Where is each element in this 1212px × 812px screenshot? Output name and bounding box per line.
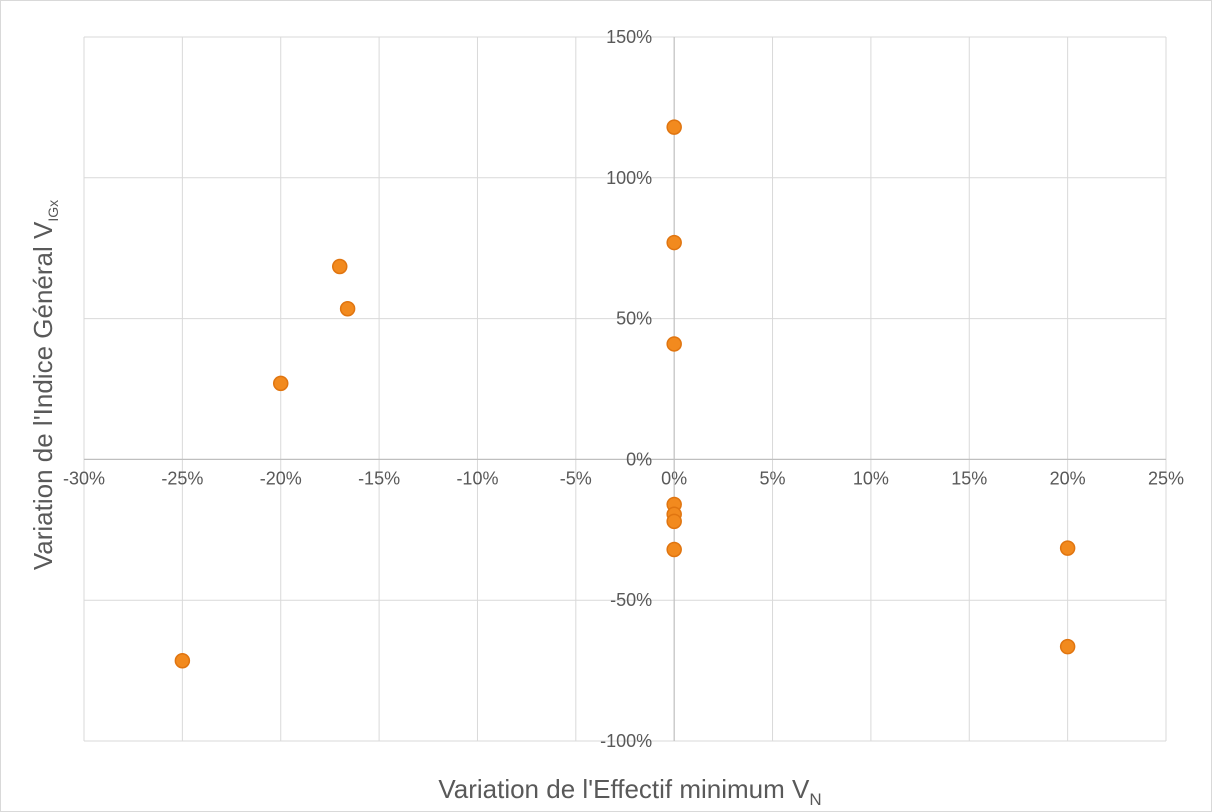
data-point [1059,540,1076,556]
tick-labels: -30% -25% -20% -15% -10% -5% 0% 5% 10% 15% 20% 25% -… [63,27,1184,751]
data-point [339,300,356,317]
x-axis-title-subscript: N [809,790,821,809]
y-tick-label: 0% [626,449,652,469]
y-tick-label: -100% [600,731,652,751]
data-point [666,234,682,251]
y-axis-title-text: Variation de l'Indice Général V [28,221,58,570]
y-axis-title: Variation de l'Indice Général VIGx [28,200,61,570]
y-tick-label: -50% [610,590,652,610]
data-point [174,652,191,669]
data-point [666,119,682,135]
gridlines [83,36,1167,742]
data-point [272,375,289,392]
x-tick-label: -10% [456,468,498,488]
x-tick-label: -15% [358,468,400,488]
y-tick-label: 100% [606,168,652,188]
x-tick-label: 10% [853,468,889,488]
x-axis-title: Variation de l'Effectif minimum VN [438,774,821,809]
y-tick-label: 150% [606,27,652,47]
x-tick-label: -25% [161,468,203,488]
axes [84,37,1166,741]
x-tick-label: 20% [1050,468,1086,488]
x-tick-label: 5% [760,468,786,488]
x-tick-label: -30% [63,468,105,488]
data-points [174,119,1076,669]
data-point [666,513,682,530]
x-tick-label: 0% [661,468,687,488]
y-tick-label: 50% [616,309,652,329]
y-axis-title-subscript: IGx [45,200,61,222]
data-point [666,541,682,558]
data-point [666,336,682,352]
x-tick-label: -20% [260,468,302,488]
x-tick-label: 25% [1148,468,1184,488]
x-axis-title-text: Variation de l'Effectif minimum V [438,774,810,804]
x-tick-label: 15% [951,468,987,488]
data-point [1059,638,1076,655]
data-point [331,258,348,275]
x-tick-label: -5% [560,468,592,488]
